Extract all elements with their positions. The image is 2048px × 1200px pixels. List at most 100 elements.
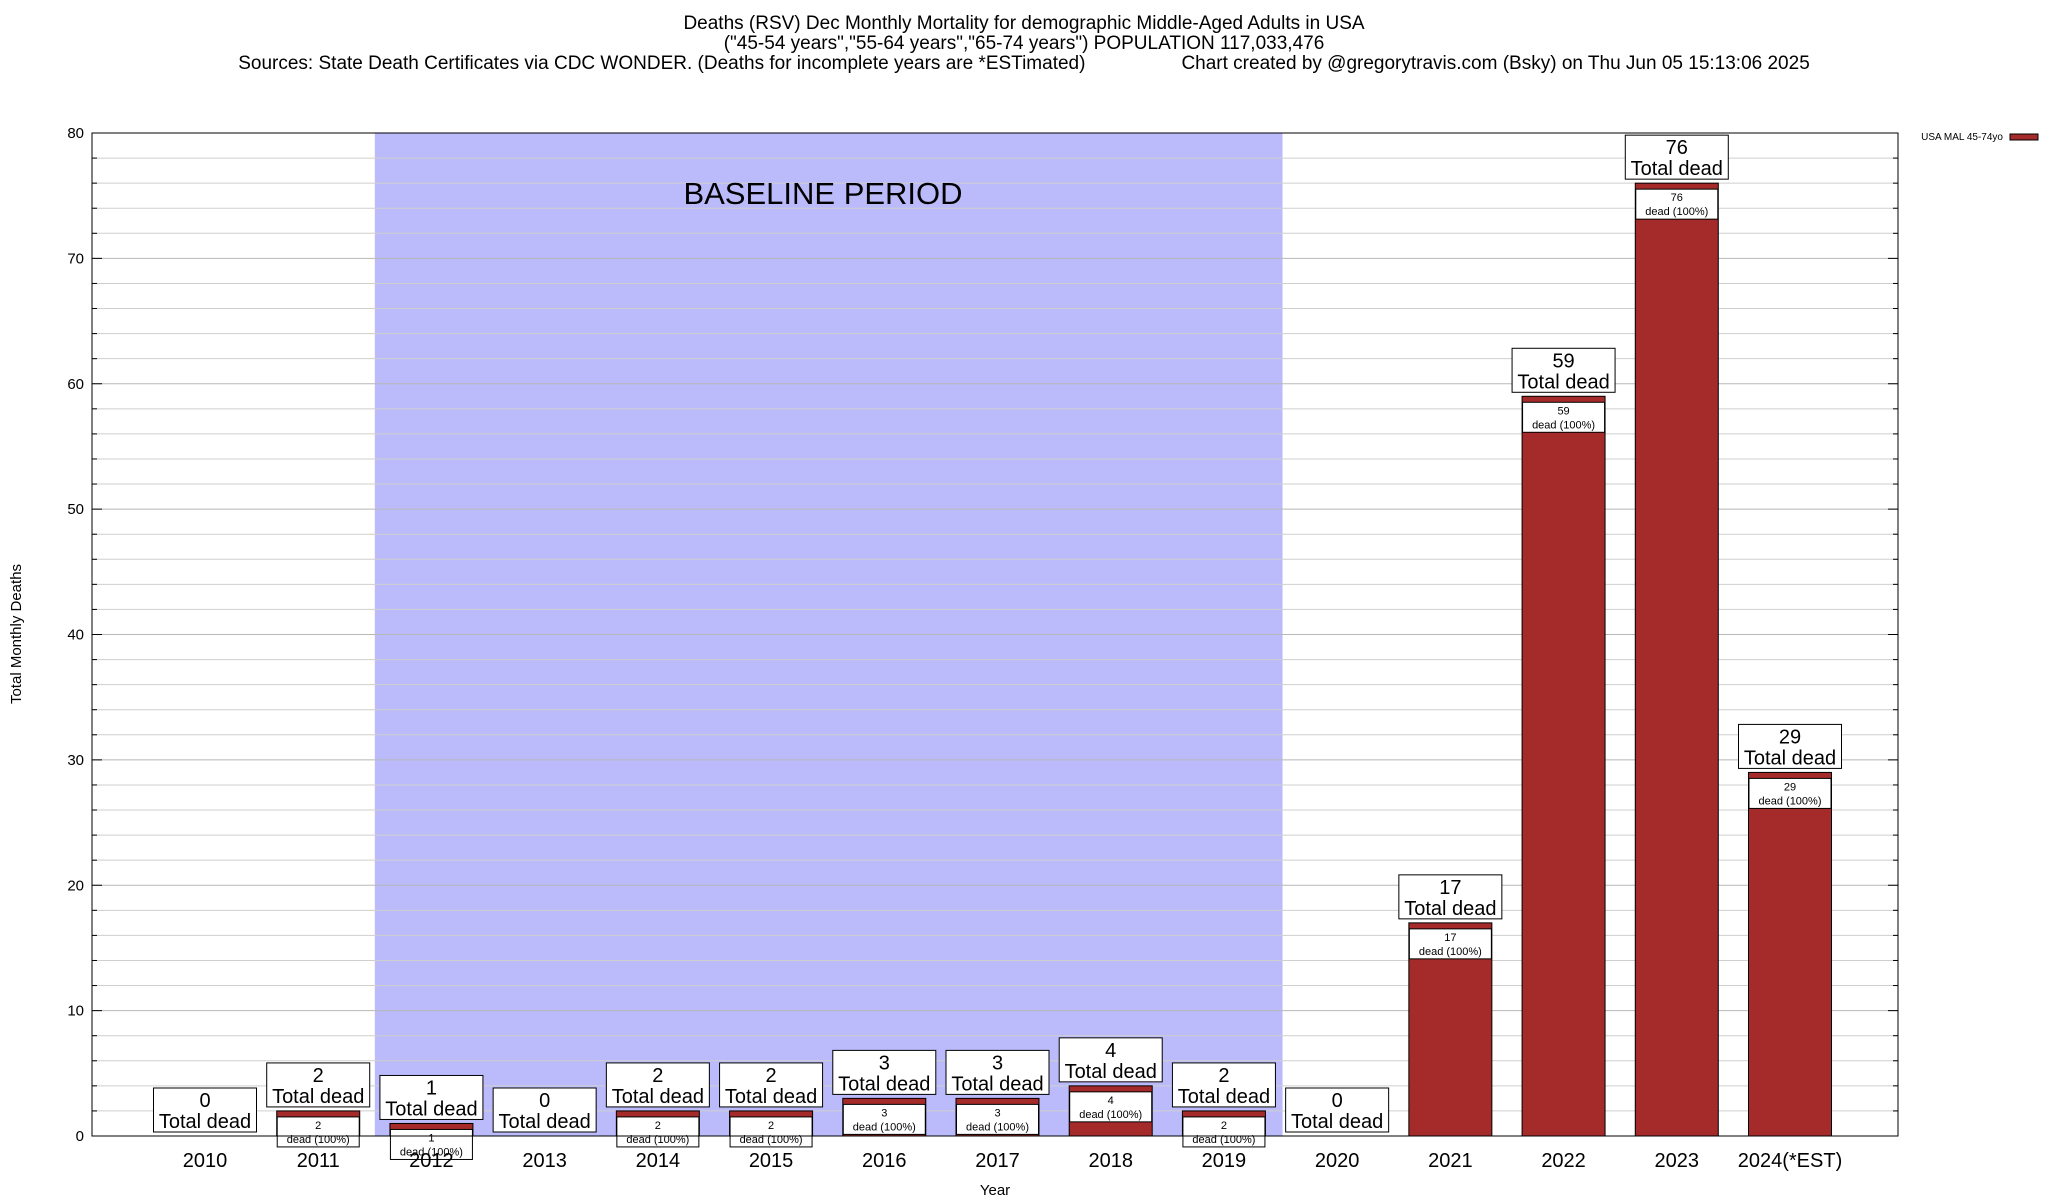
bar-inner-label-box <box>842 1103 926 1135</box>
bar-total-value: 29 <box>1779 726 1801 748</box>
y-tick-label: 20 <box>67 877 84 894</box>
bar-total-text: Total dead <box>498 1111 590 1133</box>
bar-inner-percent: dead (100%) <box>287 1134 350 1146</box>
bar-inner-value: 2 <box>768 1120 774 1132</box>
y-tick-label: 50 <box>67 501 84 518</box>
bar-total-label-box <box>605 1062 710 1108</box>
bar-total-value: 4 <box>1105 1040 1116 1062</box>
chart-sources-line: Sources: State Death Certificates via CD… <box>0 54 2048 74</box>
legend-swatch <box>2009 133 2039 141</box>
bar-total-value: 0 <box>199 1090 210 1112</box>
y-tick-label: 0 <box>76 1128 84 1145</box>
x-tick-label: 2017 <box>975 1150 1020 1172</box>
bar-total-label-box <box>719 1062 824 1108</box>
bar-inner-value: 76 <box>1671 192 1683 204</box>
bar-total-text: Total dead <box>385 1098 477 1120</box>
credit-text: Chart created by @gregorytravis.com (Bsk… <box>1181 53 1810 74</box>
x-tick-label: 2011 <box>297 1150 340 1172</box>
bar-inner-percent: dead (100%) <box>853 1121 916 1133</box>
bar-total-value: 2 <box>313 1065 324 1087</box>
y-tick-label: 80 <box>67 125 84 142</box>
bar-inner-percent: dead (100%) <box>966 1121 1029 1133</box>
legend-entry-label: USA MAL 45-74yo <box>1921 132 2003 143</box>
x-tick-label: 2013 <box>522 1150 567 1172</box>
bar-inner-value: 29 <box>1784 781 1796 793</box>
bar-total-value: 3 <box>879 1052 890 1074</box>
bar-total-text: Total dead <box>272 1086 364 1108</box>
x-tick-label: 2012 <box>409 1150 454 1172</box>
x-tick-label: 2010 <box>183 1150 228 1172</box>
x-axis-label: Year <box>980 1182 1010 1199</box>
bar-total-label-box <box>1738 723 1842 769</box>
bar-inner-value: 1 <box>428 1132 434 1144</box>
bar <box>1634 182 1719 1137</box>
bar-total-label-box <box>379 1074 484 1120</box>
y-tick-label: 40 <box>67 627 84 644</box>
x-tick-label: 2016 <box>862 1150 907 1172</box>
x-tick-label: 2020 <box>1315 1150 1360 1172</box>
bar-total-value: 1 <box>426 1077 437 1099</box>
bar-total-value: 0 <box>539 1090 550 1112</box>
bar-inner-percent: dead (100%) <box>1192 1134 1255 1146</box>
x-tick-label: 2015 <box>749 1150 794 1172</box>
bar-inner-percent: dead (100%) <box>1759 795 1822 807</box>
bar-total-value: 59 <box>1552 350 1574 372</box>
bar-inner-value: 59 <box>1557 405 1569 417</box>
baseline-period-label: BASELINE PERIOD <box>683 176 962 211</box>
sources-text: Sources: State Death Certificates via CD… <box>238 53 1086 74</box>
bar-total-text: Total dead <box>1631 158 1723 180</box>
bar-inner-label-box <box>956 1103 1039 1135</box>
bar-total-text: Total dead <box>1744 747 1836 769</box>
y-tick-label: 70 <box>67 250 84 267</box>
bar-inner-value: 4 <box>1108 1095 1114 1107</box>
x-tick-label: 2019 <box>1202 1150 1247 1172</box>
y-tick-label: 60 <box>67 376 84 393</box>
bar-total-label-box <box>945 1049 1050 1095</box>
chart-title: Deaths (RSV) Dec Monthly Mortality for d… <box>683 13 1365 34</box>
bar-inner-value: 3 <box>881 1107 887 1119</box>
bar-total-value: 2 <box>652 1065 663 1087</box>
bar-inner-label-box <box>1069 1091 1153 1123</box>
chart-titles: Deaths (RSV) Dec Monthly Mortality for d… <box>0 14 2048 74</box>
bar-inner-percent: dead (100%) <box>1079 1109 1142 1121</box>
bar-total-value: 3 <box>992 1052 1003 1074</box>
bar-inner-value: 2 <box>655 1120 661 1132</box>
bar-total-text: Total dead <box>1404 898 1496 920</box>
bar-total-text: Total dead <box>159 1111 251 1133</box>
bar-inner-percent: dead (100%) <box>400 1146 463 1158</box>
bar-inner-percent: dead (100%) <box>740 1134 803 1146</box>
bar-total-text: Total dead <box>725 1086 817 1108</box>
y-axis-label: Total Monthly Deaths <box>8 564 25 704</box>
bar-total-value: 76 <box>1666 137 1688 159</box>
bar-total-text: Total dead <box>1065 1061 1157 1083</box>
x-tick-label: 2023 <box>1655 1150 1700 1172</box>
y-tick-label: 10 <box>67 1003 84 1020</box>
bar-total-text: Total dead <box>951 1073 1043 1095</box>
bar-total-label-box <box>1624 134 1729 180</box>
bar-total-label-box <box>832 1049 937 1095</box>
bar-total-label-box <box>1058 1037 1163 1083</box>
bar-total-value: 17 <box>1439 877 1461 899</box>
bar-total-value: 0 <box>1332 1090 1343 1112</box>
bar <box>1748 771 1832 1137</box>
bar-total-text: Total dead <box>1178 1086 1270 1108</box>
bar-total-value: 2 <box>1218 1065 1229 1087</box>
bar-inner-percent: dead (100%) <box>1645 206 1708 218</box>
bar-total-text: Total dead <box>1291 1111 1383 1133</box>
bar-total-label-box <box>492 1087 597 1133</box>
x-tick-label: 2018 <box>1088 1150 1133 1172</box>
bar-total-label-box <box>1171 1062 1276 1108</box>
x-tick-label: 2014 <box>636 1150 681 1172</box>
bar-total-label-box <box>266 1062 371 1108</box>
bar-total-label-box <box>1398 874 1503 920</box>
bar-inner-label-box <box>1748 777 1832 809</box>
bar-inner-value: 3 <box>994 1107 1000 1119</box>
bar-inner-value: 2 <box>315 1120 321 1132</box>
bar-inner-label-box <box>1408 928 1492 960</box>
bar-total-text: Total dead <box>838 1073 930 1095</box>
bar <box>1521 395 1606 1137</box>
x-tick-label: 2022 <box>1541 1150 1586 1172</box>
bar-total-label-box <box>1511 347 1616 393</box>
bar-inner-label-box <box>1522 401 1606 433</box>
